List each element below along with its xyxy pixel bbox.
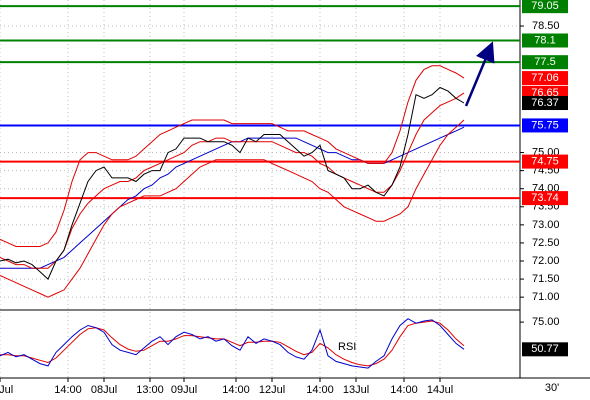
price-tag-box — [522, 118, 568, 133]
y-tick-label: 72.50 — [532, 237, 560, 249]
forecast-arrow — [464, 41, 495, 107]
x-tick-label: 07Jul — [0, 384, 13, 396]
x-tick-label: 14:00 — [306, 384, 334, 396]
x-tick-label: 13Jul — [343, 384, 369, 396]
price-tag: 75.75 — [531, 119, 559, 131]
rsi-title: RSI — [338, 341, 356, 353]
y-tick-label: 78.50 — [532, 20, 560, 32]
price-tag: 78.1 — [534, 34, 555, 46]
y-tick-label: 71.00 — [532, 291, 560, 303]
x-tick-label: 14:00 — [222, 384, 250, 396]
x-tick-label: 14Jul — [427, 384, 453, 396]
x-tick-label: 13:00 — [136, 384, 164, 396]
price-tag-box — [522, 33, 568, 48]
series-line — [0, 320, 465, 367]
series-line — [0, 92, 465, 269]
series-line — [0, 119, 465, 298]
series-line — [0, 86, 465, 280]
price-tag-box — [522, 71, 568, 86]
price-tag-box — [522, 154, 568, 169]
x-tick-label: 08Jul — [91, 384, 117, 396]
timeframe: 30' — [545, 382, 559, 394]
price-tag: 79.05 — [531, 0, 559, 12]
series-line — [0, 318, 465, 369]
y-tick-label: 72.00 — [532, 255, 560, 267]
price-tag: 74.75 — [531, 155, 559, 167]
price-tag-box — [522, 55, 568, 70]
price-tag-box — [522, 96, 568, 111]
price-tag-box — [522, 191, 568, 206]
price-tag: 50.77 — [531, 343, 559, 355]
x-tick-label: 09Jul — [171, 384, 197, 396]
price-tag: 76.37 — [531, 97, 559, 109]
x-tick-label: 14:00 — [390, 384, 418, 396]
price-tag: 76.65 — [531, 87, 559, 99]
price-tag: 73.74 — [531, 192, 559, 204]
price-tag: 77.5 — [534, 56, 555, 68]
series-line — [0, 65, 465, 247]
price-tag-box — [522, 342, 568, 357]
y-tick-label: 71.50 — [532, 273, 560, 285]
price-tag-box — [522, 0, 568, 14]
y-tick-label: 73.00 — [532, 219, 560, 231]
y-tick-label: 75.00 — [532, 316, 560, 328]
price-tag: 77.06 — [531, 72, 559, 84]
x-tick-label: 14:00 — [54, 384, 82, 396]
x-tick-label: 12Jul — [259, 384, 285, 396]
